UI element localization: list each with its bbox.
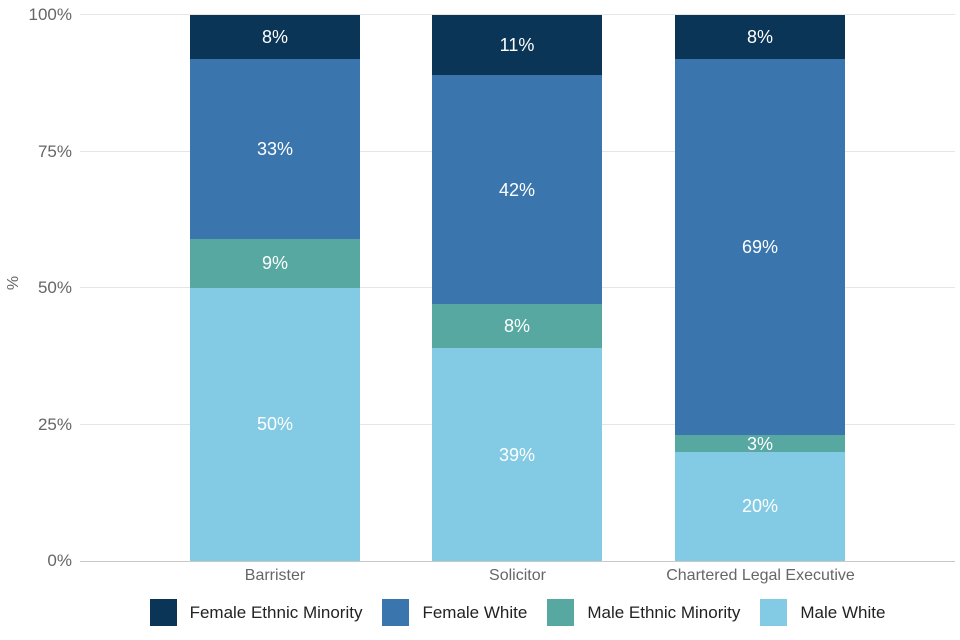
segment-value-label: 69% xyxy=(741,237,779,258)
bar-segment[interactable]: 69% xyxy=(675,58,845,436)
legend-swatch xyxy=(760,599,788,626)
segment-value-label: 3% xyxy=(746,433,773,454)
legend-label: Female White xyxy=(422,602,528,622)
legend-swatch xyxy=(382,599,410,626)
bar-segment[interactable]: 20% xyxy=(675,451,845,561)
bar-segment[interactable]: 8% xyxy=(675,15,845,59)
legend-item-male-ethnic-minority[interactable]: Male Ethnic Minority xyxy=(547,599,740,626)
segment-value-label: 8% xyxy=(503,316,530,337)
x-axis-line xyxy=(80,561,955,562)
bar-segment[interactable]: 11% xyxy=(432,15,602,76)
bar-barrister: 8% 33% 9% 50% xyxy=(190,15,360,561)
legend-item-female-white[interactable]: Female White xyxy=(382,599,527,626)
x-category-label: Chartered Legal Executive xyxy=(666,567,855,584)
legend-label: Male White xyxy=(800,602,886,622)
bar-segment[interactable]: 33% xyxy=(190,58,360,239)
segment-value-label: 33% xyxy=(256,138,294,159)
legend-item-female-ethnic-minority[interactable]: Female Ethnic Minority xyxy=(149,599,363,626)
y-tick-label: 75% xyxy=(37,141,72,161)
segment-value-label: 9% xyxy=(261,253,288,274)
bar-segment[interactable]: 8% xyxy=(432,304,602,349)
x-category-label: Solicitor xyxy=(489,567,546,584)
legend-item-male-white[interactable]: Male White xyxy=(760,599,885,626)
segment-value-label: 8% xyxy=(261,26,288,47)
y-tick-label: 100% xyxy=(28,5,72,24)
bar-segment[interactable]: 9% xyxy=(190,238,360,288)
segment-value-label: 20% xyxy=(741,496,779,517)
legend-label: Male Ethnic Minority xyxy=(587,602,741,622)
segment-value-label: 39% xyxy=(498,444,536,465)
plot-area: 8% 33% 9% 50% 11% 42% 8% 39% 8% 69% 3% 20% xyxy=(80,14,955,562)
bar-segment[interactable]: 50% xyxy=(190,287,360,561)
bar-solicitor: 11% 42% 8% 39% xyxy=(432,15,602,561)
y-tick-label: 0% xyxy=(47,551,72,570)
bar-segment[interactable]: 39% xyxy=(432,348,602,561)
y-tick-label: 50% xyxy=(37,278,72,297)
bar-segment[interactable]: 8% xyxy=(190,15,360,59)
segment-value-label: 50% xyxy=(256,414,294,435)
legend-swatch xyxy=(149,599,177,626)
segment-value-label: 11% xyxy=(499,35,535,56)
bar-segment[interactable]: 42% xyxy=(432,75,602,305)
gridline xyxy=(80,14,955,15)
bar-chartered-legal-executive: 8% 69% 3% 20% xyxy=(675,15,845,561)
x-category-label: Barrister xyxy=(244,567,306,584)
legend-label: Female Ethnic Minority xyxy=(189,602,363,622)
y-tick-label: 25% xyxy=(37,414,72,434)
bar-segment[interactable]: 3% xyxy=(675,433,845,454)
legend: Female Ethnic Minority Female White Male E… xyxy=(80,599,955,626)
legend-swatch xyxy=(547,599,575,626)
segment-value-label: 42% xyxy=(498,179,536,200)
segment-value-label: 8% xyxy=(746,26,773,47)
